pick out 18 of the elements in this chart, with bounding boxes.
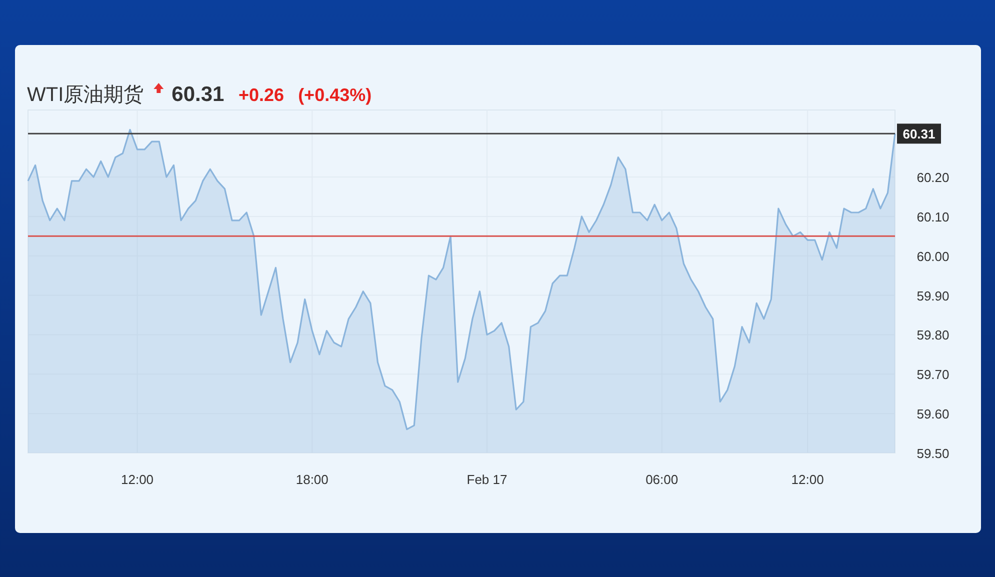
y-tick-label: 60.20 bbox=[916, 170, 950, 186]
x-tick-label: 06:00 bbox=[646, 472, 678, 487]
y-tick-label: 60.10 bbox=[916, 209, 950, 224]
y-tick-label: 60.00 bbox=[916, 248, 950, 264]
x-tick-label: 12:00 bbox=[121, 472, 154, 487]
ref-line-label: 60.31 bbox=[902, 126, 936, 142]
y-tick-label: 59.80 bbox=[916, 328, 950, 343]
y-tick-label: 59.50 bbox=[916, 446, 950, 461]
chart-title: WTI原油期货 bbox=[27, 84, 144, 106]
y-tick-label: 59.90 bbox=[916, 288, 950, 304]
x-tick-label: 12:00 bbox=[791, 472, 824, 487]
text: +0.26 bbox=[238, 85, 284, 105]
y-tick-label: 59.60 bbox=[916, 406, 950, 422]
text: 60.31 bbox=[172, 83, 225, 106]
y-tick-label: 59.70 bbox=[916, 367, 950, 382]
x-tick-label: Feb 17 bbox=[466, 472, 508, 487]
x-tick-label: 18:00 bbox=[296, 472, 328, 487]
text: (+0.43%) bbox=[298, 85, 372, 105]
